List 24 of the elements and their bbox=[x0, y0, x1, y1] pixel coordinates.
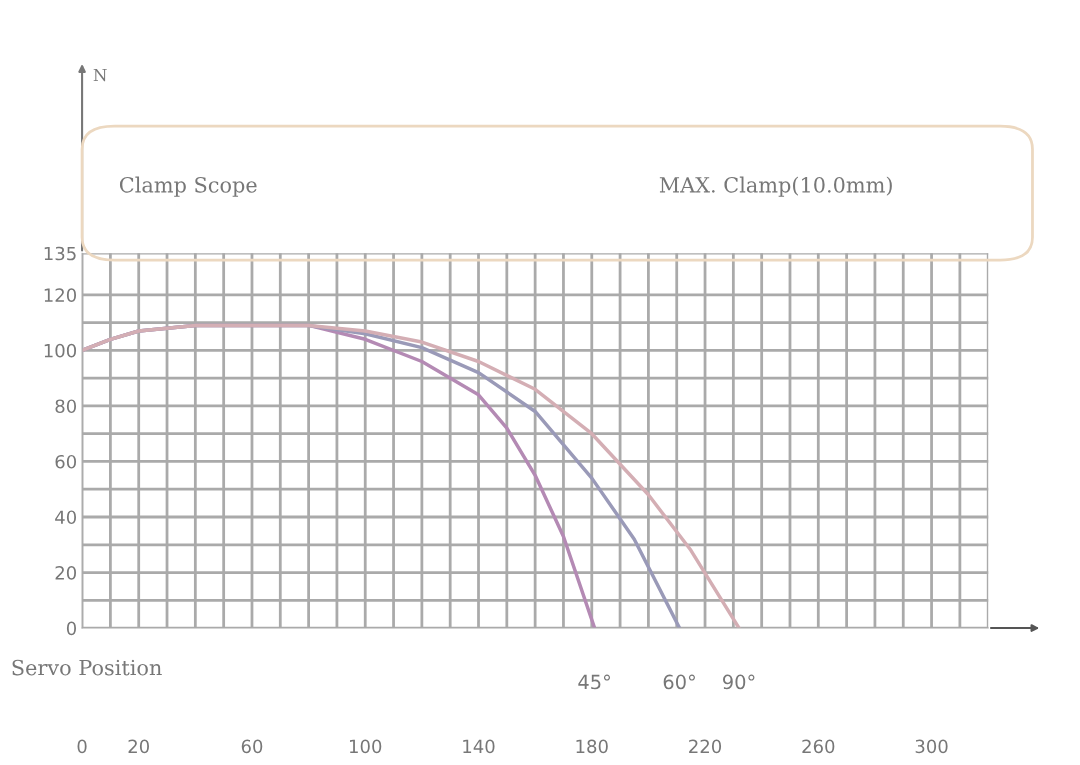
y-tick-label: 60 bbox=[55, 454, 77, 469]
y-tick-label: 0 bbox=[66, 621, 77, 636]
x-tick-label: 60 bbox=[241, 739, 263, 754]
text: 45° bbox=[578, 674, 610, 690]
text: 90° bbox=[723, 674, 755, 690]
text: MAX. Clamp(10.0mm) bbox=[659, 176, 892, 197]
y-tick-label: 120 bbox=[44, 288, 77, 302]
x-tick-label: 140 bbox=[463, 739, 495, 754]
x-tick-label: 100 bbox=[349, 739, 382, 754]
text: Servo Position bbox=[12, 659, 162, 676]
text: 60° bbox=[663, 674, 695, 690]
x-tick-label: 180 bbox=[576, 739, 608, 754]
y-tick-label: 80 bbox=[55, 399, 77, 414]
text: Clamp Scope bbox=[119, 176, 257, 197]
x-tick-label: 260 bbox=[802, 739, 835, 754]
y-tick-label: 100 bbox=[44, 343, 77, 358]
y-tick-label: 135 bbox=[44, 246, 76, 261]
x-tick-label: 300 bbox=[915, 739, 948, 754]
x-tick-label: 220 bbox=[689, 739, 722, 754]
x-tick-label: 0 bbox=[77, 739, 87, 754]
y-tick-label: 20 bbox=[55, 565, 77, 580]
x-tick-label: 20 bbox=[128, 739, 149, 754]
y-tick-label: 40 bbox=[55, 510, 77, 525]
text: N bbox=[93, 68, 107, 82]
